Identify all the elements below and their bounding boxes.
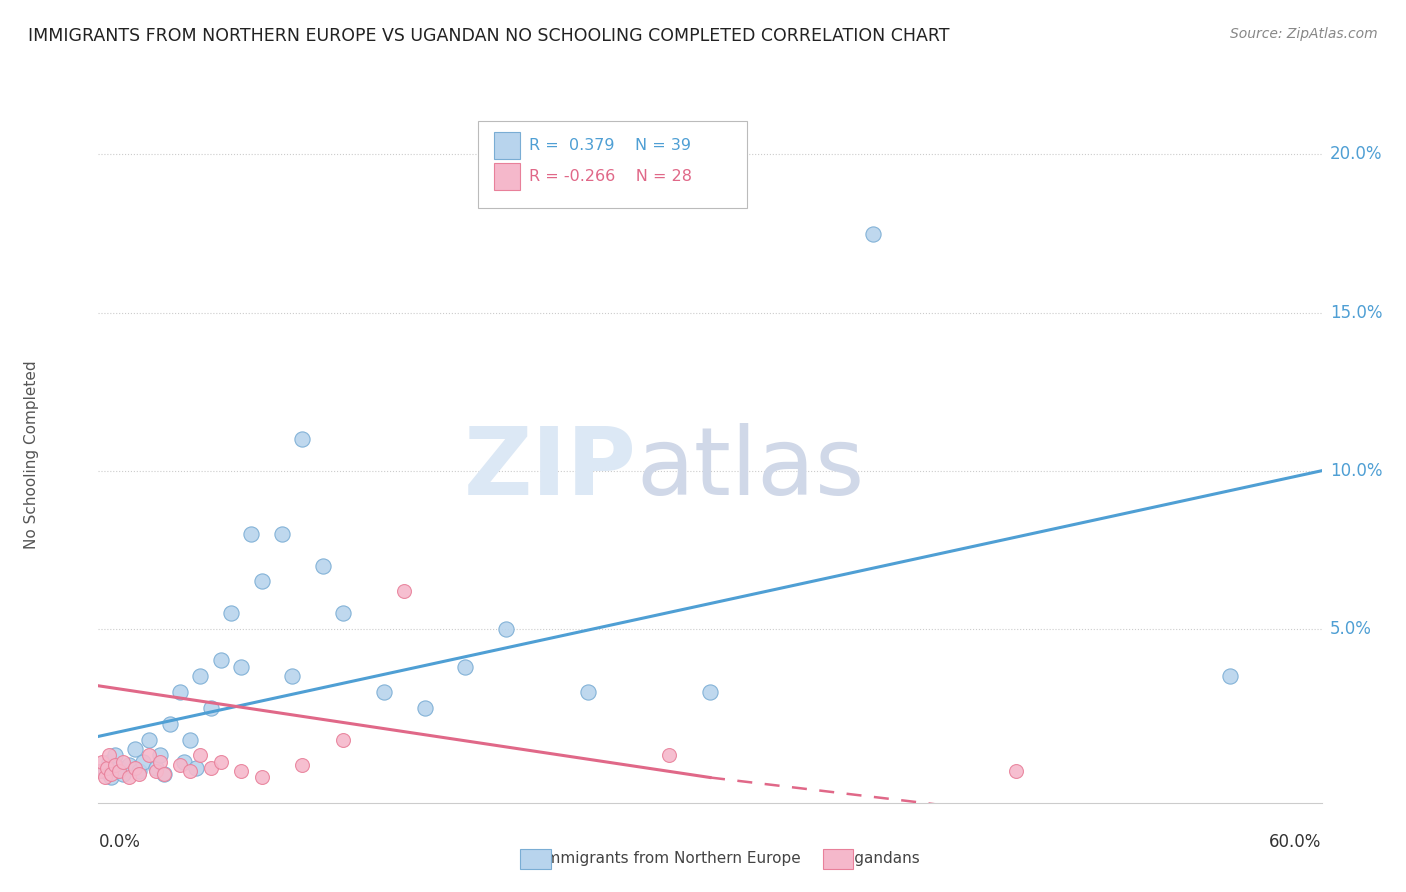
Point — [100, 771, 122, 785]
Point — [231, 660, 253, 674]
Point — [104, 748, 127, 763]
Point — [209, 653, 232, 667]
Point — [219, 606, 242, 620]
Text: ZIP: ZIP — [464, 423, 637, 515]
Point — [173, 755, 195, 769]
Point — [108, 761, 131, 775]
Point — [332, 732, 354, 747]
Point — [454, 660, 477, 674]
Text: Ugandans: Ugandans — [844, 851, 921, 865]
Point — [118, 771, 141, 785]
Point — [392, 583, 416, 598]
Point — [658, 748, 681, 763]
Text: 15.0%: 15.0% — [1330, 303, 1382, 322]
Text: 60.0%: 60.0% — [1270, 833, 1322, 851]
Point — [576, 685, 599, 699]
Point — [200, 761, 222, 775]
FancyBboxPatch shape — [494, 132, 520, 159]
Point — [1004, 764, 1026, 779]
Point — [118, 757, 141, 772]
Point — [291, 432, 314, 446]
Text: Immigrants from Northern Europe: Immigrants from Northern Europe — [541, 851, 801, 865]
Point — [124, 761, 146, 775]
Point — [96, 761, 118, 775]
Point — [93, 771, 115, 785]
Point — [152, 767, 174, 781]
Text: 0.0%: 0.0% — [98, 833, 141, 851]
Point — [1219, 669, 1241, 683]
Point — [312, 558, 335, 573]
FancyBboxPatch shape — [494, 163, 520, 190]
Text: 20.0%: 20.0% — [1330, 145, 1382, 163]
Point — [89, 764, 111, 779]
Point — [495, 622, 517, 636]
Point — [93, 764, 115, 779]
Point — [373, 685, 395, 699]
Point — [188, 748, 212, 763]
Point — [250, 574, 273, 589]
Point — [145, 764, 167, 779]
Point — [281, 669, 304, 683]
Point — [179, 732, 201, 747]
Point — [291, 757, 314, 772]
Point — [128, 767, 150, 781]
Text: Source: ZipAtlas.com: Source: ZipAtlas.com — [1230, 27, 1378, 41]
Point — [332, 606, 354, 620]
Point — [200, 701, 222, 715]
Point — [188, 669, 212, 683]
Point — [132, 755, 155, 769]
Point — [699, 685, 721, 699]
Point — [138, 732, 160, 747]
Text: R =  0.379    N = 39: R = 0.379 N = 39 — [529, 137, 690, 153]
Point — [240, 527, 263, 541]
Point — [145, 761, 167, 775]
Point — [97, 755, 120, 769]
Point — [179, 764, 201, 779]
FancyBboxPatch shape — [478, 121, 747, 208]
Point — [270, 527, 294, 541]
Point — [91, 755, 114, 769]
Point — [111, 755, 134, 769]
Point — [111, 767, 134, 781]
Point — [149, 748, 172, 763]
Point — [97, 748, 120, 763]
Point — [152, 767, 174, 781]
Text: 10.0%: 10.0% — [1330, 462, 1382, 480]
Point — [124, 742, 146, 756]
Point — [169, 685, 191, 699]
Point — [231, 764, 253, 779]
Point — [128, 764, 150, 779]
Text: atlas: atlas — [637, 423, 865, 515]
Point — [138, 748, 160, 763]
Text: R = -0.266    N = 28: R = -0.266 N = 28 — [529, 169, 692, 184]
Point — [862, 227, 884, 241]
Point — [149, 755, 172, 769]
Point — [104, 757, 127, 772]
Text: IMMIGRANTS FROM NORTHERN EUROPE VS UGANDAN NO SCHOOLING COMPLETED CORRELATION CH: IMMIGRANTS FROM NORTHERN EUROPE VS UGAND… — [28, 27, 949, 45]
Point — [159, 716, 181, 731]
Point — [186, 761, 208, 775]
Point — [169, 757, 191, 772]
Text: 5.0%: 5.0% — [1330, 620, 1372, 638]
Point — [100, 767, 122, 781]
Text: No Schooling Completed: No Schooling Completed — [24, 360, 38, 549]
Point — [250, 771, 273, 785]
Point — [108, 764, 131, 779]
Point — [209, 755, 232, 769]
Point — [413, 701, 436, 715]
